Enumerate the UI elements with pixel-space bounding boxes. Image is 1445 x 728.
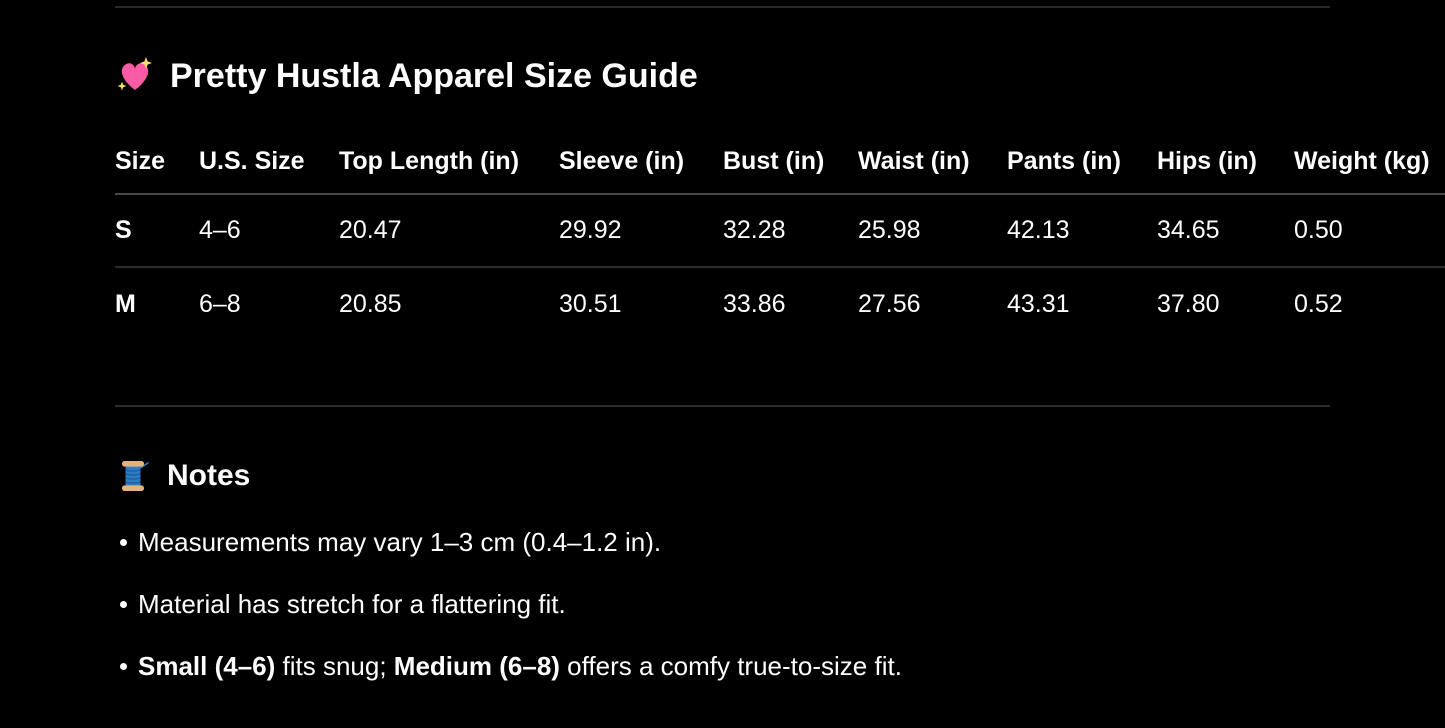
column-header: U.S. Size <box>199 130 339 195</box>
bullet-dot <box>120 601 127 608</box>
table-row: M 6–8 20.85 30.51 33.86 27.56 43.31 37.80 0.52 <box>115 267 1445 340</box>
column-header: Sleeve (in) <box>559 130 723 195</box>
table-cell: 32.28 <box>723 194 858 268</box>
table-cell: 27.56 <box>858 289 921 318</box>
size-guide-title: Pretty Hustla Apparel Size Guide <box>115 55 698 97</box>
column-header: Size <box>115 130 199 195</box>
table-cell: M <box>115 289 136 318</box>
column-header: Top Length (in) <box>339 130 559 195</box>
table-header-row: Size U.S. Size Top Length (in) Sleeve (in) B… <box>115 130 1445 195</box>
top-divider <box>115 6 1330 8</box>
note-bullet: Material has stretch for a flattering fi… <box>115 588 1395 620</box>
table-cell: 30.51 <box>559 289 622 318</box>
note-text-bold: Medium (6–8) <box>393 651 560 681</box>
size-guide-table: Size U.S. Size Top Length (in) Sleeve (in) B… <box>115 130 1445 340</box>
thread-spool-icon <box>115 458 151 494</box>
table-row: S 4–6 20.47 29.92 32.28 25.98 42.13 34.65 0.50 <box>115 194 1445 268</box>
column-header: Weight (kg) <box>1294 130 1445 195</box>
column-header: Waist (in) <box>858 130 1007 195</box>
bullet-dot <box>120 539 127 546</box>
note-text: fits snug; <box>275 651 394 681</box>
bullet-dot <box>120 663 127 670</box>
note-text: Material has stretch for a flattering fi… <box>138 589 566 619</box>
section-divider <box>115 405 1330 407</box>
note-text: Measurements may vary 1–3 cm (0.4–1.2 in… <box>138 527 662 557</box>
column-header: Hips (in) <box>1157 130 1294 195</box>
note-text: offers a comfy true-to-size fit. <box>559 651 902 681</box>
sparkling-heart-icon <box>115 56 155 96</box>
note-bullet: Small (4–6) fits snug; Medium (6–8) offe… <box>115 650 1395 682</box>
table-cell: 42.13 <box>1007 194 1157 268</box>
table-cell: S <box>115 194 199 268</box>
table-cell: 25.98 <box>858 194 1007 268</box>
table-cell: 0.52 <box>1294 289 1343 318</box>
table-cell: 6–8 <box>199 289 241 318</box>
table-cell: 4–6 <box>199 194 339 268</box>
notes-list: Measurements may vary 1–3 cm (0.4–1.2 in… <box>115 526 1395 712</box>
table-cell: 20.85 <box>339 289 402 318</box>
column-header: Pants (in) <box>1007 130 1157 195</box>
notes-title: Notes <box>115 456 250 496</box>
table-cell: 0.50 <box>1294 194 1445 268</box>
notes-title-text: Notes <box>167 459 251 492</box>
table-cell: 33.86 <box>723 289 786 318</box>
table-cell: 43.31 <box>1007 289 1070 318</box>
note-bullet: Measurements may vary 1–3 cm (0.4–1.2 in… <box>115 526 1395 558</box>
table-cell: 20.47 <box>339 194 559 268</box>
table-cell: 37.80 <box>1157 289 1220 318</box>
column-header: Bust (in) <box>723 130 858 195</box>
size-guide-title-text: Pretty Hustla Apparel Size Guide <box>170 57 698 95</box>
table-cell: 29.92 <box>559 194 723 268</box>
table-cell: 34.65 <box>1157 194 1294 268</box>
note-text-bold: Small (4–6) <box>138 651 276 681</box>
